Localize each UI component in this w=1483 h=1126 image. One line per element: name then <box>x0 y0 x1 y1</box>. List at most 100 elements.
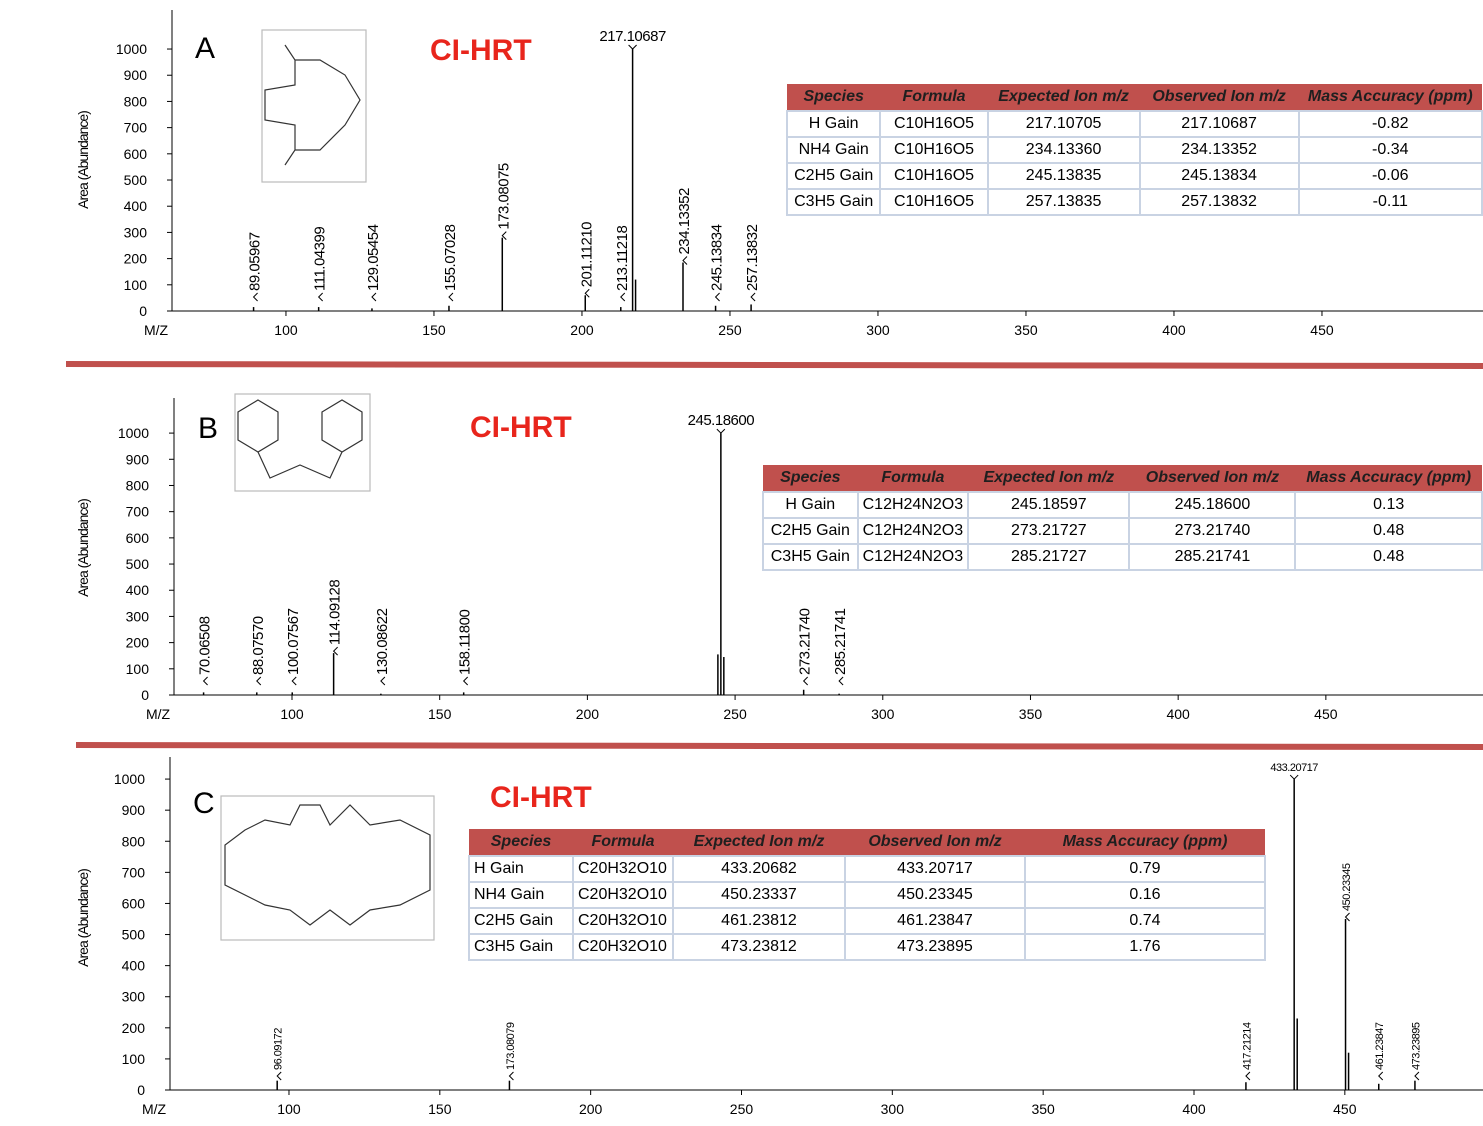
y-tick-label: 700 <box>122 864 146 880</box>
peak-label: 130.08622 <box>374 608 391 675</box>
y-tick-label: 300 <box>126 608 150 624</box>
table-cell: 0.79 <box>1024 855 1266 883</box>
table-cell: 257.13832 <box>1138 188 1300 216</box>
panel: 0 100 200 300 400 500 600 700 800 900 1000 100 150 20… <box>75 398 1483 722</box>
table-row: C2H5 Gain C20H32O10 461.23812 461.23847 0.74 <box>468 907 1266 935</box>
y-tick-label: 0 <box>137 1082 145 1098</box>
structure-a <box>261 29 367 183</box>
peak-marker <box>802 676 809 686</box>
table-cell: H Gain <box>785 110 882 138</box>
table-header-row: Species Formula Expected Ion m/z Observed I… <box>787 84 1482 111</box>
x-tick-label: 350 <box>1031 1101 1055 1117</box>
x-tick-label: 450 <box>1314 706 1338 722</box>
y-tick-label: 1000 <box>118 425 149 441</box>
table-cell: -0.11 <box>1297 188 1483 216</box>
table-header-row: Species Formula Expected Ion m/z Observed I… <box>469 829 1265 856</box>
table-header: Species <box>469 829 573 856</box>
table-row: C2H5 Gain C12H24N2O3 273.21727 273.21740 0.4… <box>762 517 1483 545</box>
separator <box>75 742 1483 750</box>
table-header: Species <box>763 465 858 492</box>
table-cell: 473.23895 <box>844 933 1026 961</box>
peak-label: 173.08079 <box>505 1022 517 1070</box>
table-cell: 217.10687 <box>1138 110 1300 138</box>
table-cell: 450.23337 <box>672 881 846 909</box>
peak-marker <box>620 292 626 302</box>
y-tick-label: 600 <box>124 146 148 162</box>
table-cell: 234.13352 <box>1138 136 1300 164</box>
table-cell: -0.82 <box>1297 110 1483 138</box>
table-row: C3H5 Gain C10H16O5 257.13835 257.13832 -0.11 <box>785 188 1483 216</box>
table-cell: 285.21741 <box>1128 543 1297 571</box>
peak-label: 450.23345 <box>1341 863 1353 911</box>
table-cell: 0.13 <box>1294 491 1483 519</box>
table-cell: C2H5 Gain <box>785 162 882 190</box>
table-cell: 0.48 <box>1294 543 1483 571</box>
table-row: H Gain C20H32O10 433.20682 433.20717 0.79 <box>468 855 1266 883</box>
table-cell: C12H24N2O3 <box>856 543 970 571</box>
structure-b <box>234 393 371 492</box>
table-cell: 217.10705 <box>986 110 1141 138</box>
y-tick-label: 0 <box>139 303 147 319</box>
x-tick-label: 400 <box>1182 1101 1206 1117</box>
table-cell: 0.48 <box>1294 517 1483 545</box>
peak-marker <box>1245 1071 1251 1081</box>
x-tick-label: 400 <box>1162 322 1186 338</box>
x-tick-label: 150 <box>422 322 446 338</box>
table-cell: C2H5 Gain <box>762 517 859 545</box>
panel: 0 100 200 300 400 500 600 700 800 900 1000 100 150 20… <box>75 757 1483 1117</box>
x-axis-label: M/Z <box>144 322 169 338</box>
peak-label: 129.05454 <box>365 224 382 291</box>
table-cell: NH4 Gain <box>468 881 574 909</box>
table-cell: -0.06 <box>1297 162 1483 190</box>
table-header: Observed Ion m/z <box>845 829 1025 856</box>
peak-marker <box>380 676 386 686</box>
x-tick-label: 450 <box>1333 1101 1357 1117</box>
x-tick-label: 250 <box>718 322 742 338</box>
table-cell: C10H16O5 <box>879 188 989 216</box>
table-header: Mass Accuracy (ppm) <box>1025 829 1265 856</box>
table-header-row: Species Formula Expected Ion m/z Observed I… <box>763 465 1482 492</box>
y-tick-label: 800 <box>124 93 148 109</box>
peak-marker <box>714 292 720 302</box>
y-tick-label: 100 <box>124 277 148 293</box>
y-tick-label: 500 <box>126 556 150 572</box>
peak-label: 473.23895 <box>1410 1022 1422 1070</box>
table-header: Expected Ion m/z <box>673 829 845 856</box>
y-tick-label: 600 <box>122 895 146 911</box>
peak-label: 433.20717 <box>1270 762 1318 774</box>
table-cell: 285.21727 <box>967 543 1131 571</box>
y-tick-label: 200 <box>124 251 148 267</box>
peak-label: 89.05967 <box>247 232 264 291</box>
x-tick-label: 150 <box>428 1101 452 1117</box>
table-row: H Gain C10H16O5 217.10705 217.10687 -0.82 <box>785 110 1483 138</box>
y-tick-label: 700 <box>126 504 150 520</box>
y-tick-label: 700 <box>124 120 148 136</box>
table-header: Mass Accuracy (ppm) <box>1295 465 1482 492</box>
peak-label: 100.07567 <box>285 608 302 675</box>
x-tick-label: 300 <box>866 322 890 338</box>
panel-title: CI-HRT <box>470 411 572 444</box>
y-tick-label: 100 <box>126 661 150 677</box>
panel: 0 100 200 300 400 500 600 700 800 900 1000 100 150 20… <box>75 10 1483 338</box>
y-tick-label: 100 <box>122 1051 146 1067</box>
table-cell: 433.20682 <box>672 855 846 883</box>
peak-label: 173.08075 <box>495 163 512 230</box>
table-cell: 450.23345 <box>844 881 1026 909</box>
table-cell: C20H32O10 <box>572 907 674 935</box>
table-cell: 461.23812 <box>672 907 846 935</box>
table-cell: 245.18600 <box>1128 491 1297 519</box>
x-tick-label: 300 <box>881 1101 905 1117</box>
table-cell: H Gain <box>468 855 574 883</box>
x-tick-label: 250 <box>730 1101 754 1117</box>
table-cell: C12H24N2O3 <box>856 517 970 545</box>
table-row: NH4 Gain C20H32O10 450.23337 450.23345 0.16 <box>468 881 1266 909</box>
separator <box>65 361 1483 369</box>
y-tick-label: 900 <box>126 451 150 467</box>
peak-marker <box>291 676 297 686</box>
y-tick-label: 1000 <box>116 41 147 57</box>
y-axis-label: Area (Abundance) <box>75 111 91 209</box>
peak-label: 234.13352 <box>676 188 693 255</box>
structure-c <box>220 795 435 941</box>
peak-marker <box>202 676 208 686</box>
y-tick-label: 400 <box>126 582 150 598</box>
